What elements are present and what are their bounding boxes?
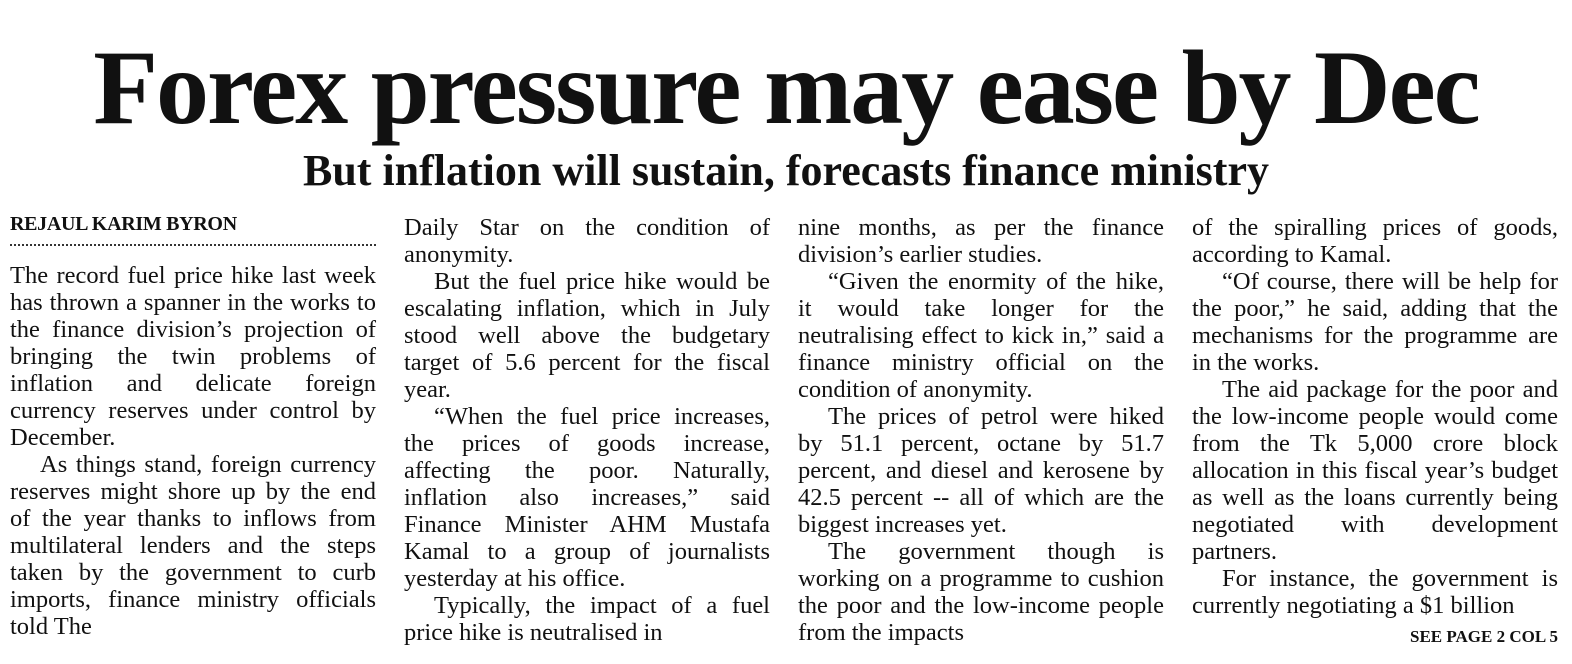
text-column: Daily Star on the condition of anonymity… xyxy=(404,214,770,646)
paragraph: “Given the enormity of the hike, it woul… xyxy=(798,268,1164,403)
byline: REJAUL KARIM BYRON xyxy=(10,210,376,246)
paragraph: nine months, as per the finance division… xyxy=(798,214,1164,268)
paragraph: Typically, the impact of a fuel price hi… xyxy=(404,592,770,646)
paragraph: The aid package for the poor and the low… xyxy=(1192,376,1558,565)
headline: Forex pressure may ease by Dec xyxy=(93,29,1480,146)
paragraph: “Of course, there will be help for the p… xyxy=(1192,268,1558,376)
text-column: nine months, as per the finance division… xyxy=(798,214,1164,646)
subheadline: But inflation will sustain, forecasts fi… xyxy=(302,146,1269,195)
paragraph: For instance, the government is currentl… xyxy=(1192,565,1558,619)
paragraph: The prices of petrol were hiked by 51.1 … xyxy=(798,403,1164,538)
text-column: The record fuel price hike last week has… xyxy=(10,262,376,640)
jump-line: SEE PAGE 2 COL 5 xyxy=(1410,627,1558,646)
paragraph: But the fuel price hike would be escalat… xyxy=(404,268,770,403)
paragraph: The government though is working on a pr… xyxy=(798,538,1164,646)
paragraph: The record fuel price hike last week has… xyxy=(10,262,376,451)
paragraph: Daily Star on the condition of anonymity… xyxy=(404,214,770,268)
paragraph: of the spiralling prices of goods, accor… xyxy=(1192,214,1558,268)
text-column: of the spiralling prices of goods, accor… xyxy=(1192,214,1558,619)
paragraph: “When the fuel price increases, the pric… xyxy=(404,403,770,592)
paragraph: As things stand, foreign currency reserv… xyxy=(10,451,376,640)
